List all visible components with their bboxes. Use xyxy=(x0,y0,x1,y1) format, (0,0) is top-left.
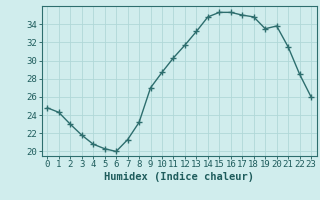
X-axis label: Humidex (Indice chaleur): Humidex (Indice chaleur) xyxy=(104,172,254,182)
